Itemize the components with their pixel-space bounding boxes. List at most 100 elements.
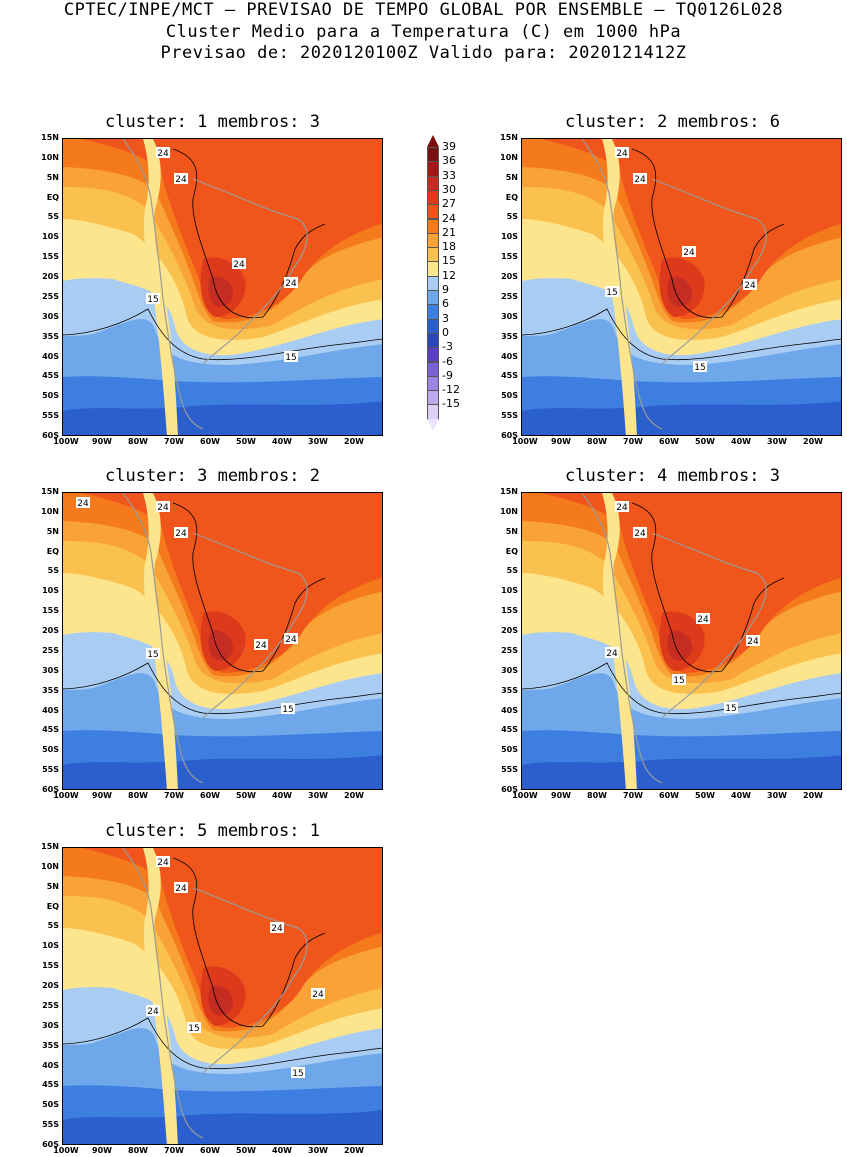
lon-tick-label: 70W — [164, 1146, 184, 1155]
lat-tick-label: 15N — [500, 133, 518, 142]
svg-text:24: 24 — [271, 924, 283, 934]
colorbar-swatch — [427, 290, 439, 306]
lat-tick-label: 55S — [42, 411, 59, 421]
lon-tick-label: 80W — [587, 437, 607, 446]
lat-tick-label: 55S — [42, 1120, 59, 1130]
panel-title: cluster: 1 membros: 3 — [105, 112, 320, 132]
lat-tick-label: 5N — [46, 881, 59, 891]
colorbar-swatch — [427, 175, 439, 191]
lat-tick-label: 15N — [41, 842, 59, 851]
lat-tick-label: 40S — [42, 351, 59, 361]
lat-tick-label: 10N — [41, 861, 59, 871]
colorbar-label: -3 — [442, 340, 453, 354]
svg-text:15: 15 — [694, 363, 705, 373]
lon-tick-label: 80W — [128, 437, 148, 446]
lat-tick-label: 15S — [42, 252, 59, 262]
lat-tick-label: 55S — [501, 765, 518, 775]
lon-tick-label: 100W — [53, 1146, 79, 1155]
contour-15 — [63, 1017, 382, 1070]
svg-text:15: 15 — [673, 676, 684, 686]
colorbar-label: -12 — [442, 383, 460, 397]
svg-text:24: 24 — [77, 499, 89, 509]
lon-tick-label: 40W — [731, 791, 751, 800]
lat-tick-label: 45S — [42, 1080, 59, 1090]
svg-text:15: 15 — [606, 288, 617, 298]
lat-tick-label: EQ — [46, 192, 59, 202]
lat-tick-label: 10S — [501, 586, 518, 596]
lat-tick-label: 10S — [42, 941, 59, 951]
contour-label: 24 — [284, 277, 298, 289]
lat-tick-label: 20S — [42, 626, 59, 636]
header-line-2: Cluster Medio para a Temperatura (C) em … — [165, 22, 682, 42]
field-27 — [83, 139, 382, 319]
andes-band — [143, 139, 178, 435]
field-33 — [208, 985, 234, 1016]
colorbar-label: 3 — [442, 311, 449, 325]
lat-tick-label: 60S — [42, 1140, 59, 1149]
contour-15 — [63, 662, 382, 715]
svg-text:24: 24 — [606, 649, 618, 659]
temperature-map: 24 24 24 24 24 15 15 — [63, 848, 382, 1144]
colorbar-swatch — [427, 347, 439, 363]
lat-tick-label: 10N — [41, 506, 59, 516]
colorbar-swatch — [427, 404, 439, 420]
contour-15 — [63, 308, 382, 361]
lon-tick-label: 20W — [344, 791, 364, 800]
svg-text:24: 24 — [175, 175, 187, 185]
contour-label: 24 — [174, 173, 188, 185]
lat-tick-label: 50S — [42, 745, 59, 755]
svg-text:15: 15 — [725, 704, 736, 714]
lat-tick-label: 40S — [501, 705, 518, 715]
svg-text:15: 15 — [147, 650, 158, 660]
contour-24 — [172, 857, 326, 1028]
lat-tick-label: 15N — [500, 487, 518, 496]
colorbar-label: 36 — [442, 154, 456, 168]
contour-label: 24 — [615, 147, 629, 159]
contour-label: 24 — [146, 1005, 160, 1017]
lat-tick-label: 5N — [505, 172, 518, 182]
contour-label: 15 — [693, 361, 707, 373]
lat-tick-label: 20S — [501, 272, 518, 282]
colorbar-swatch — [427, 147, 439, 163]
lat-tick-label: 35S — [42, 1040, 59, 1050]
contour-15 — [522, 308, 841, 361]
lat-tick-label: 55S — [501, 411, 518, 421]
andes-band — [602, 493, 637, 789]
svg-text:24: 24 — [147, 1007, 159, 1017]
lon-tick-label: 20W — [344, 437, 364, 446]
lat-tick-label: 10S — [42, 232, 59, 242]
lat-tick-label: 60S — [501, 431, 518, 440]
contour-label: 24 — [743, 279, 757, 291]
lat-tick-label: 10N — [500, 506, 518, 516]
svg-text:15: 15 — [147, 295, 158, 305]
svg-text:15: 15 — [188, 1024, 199, 1034]
lat-tick-label: 5N — [505, 526, 518, 536]
lat-tick-label: 30S — [42, 1020, 59, 1030]
svg-text:24: 24 — [744, 281, 756, 291]
lat-tick-label: 40S — [42, 705, 59, 715]
lat-tick-label: 45S — [42, 371, 59, 381]
lat-tick-label: EQ — [505, 546, 518, 556]
lat-tick-label: 5S — [506, 212, 518, 222]
lon-tick-label: 70W — [164, 437, 184, 446]
lat-tick-label: 20S — [42, 272, 59, 282]
map-panel: 24 24 24 24 15 15 — [521, 138, 842, 436]
svg-text:15: 15 — [285, 353, 296, 363]
lon-tick-label: 80W — [128, 791, 148, 800]
contour-label: 24 — [746, 635, 760, 647]
colorbar-swatch — [427, 332, 439, 349]
panel-title: cluster: 2 membros: 6 — [565, 112, 780, 132]
lon-tick-label: 30W — [767, 791, 787, 800]
contour-label: 24 — [633, 173, 647, 185]
lon-tick-label: 80W — [587, 791, 607, 800]
colorbar-swatch — [427, 375, 439, 392]
svg-text:24: 24 — [175, 884, 187, 894]
colorbar-label: 15 — [442, 254, 456, 268]
lon-tick-label: 40W — [272, 437, 292, 446]
lat-tick-label: 50S — [501, 391, 518, 401]
contour-label: 15 — [281, 703, 295, 715]
contour-label: 24 — [156, 501, 170, 513]
svg-text:24: 24 — [683, 248, 695, 258]
lat-tick-label: 50S — [501, 745, 518, 755]
lat-tick-label: 5N — [46, 172, 59, 182]
